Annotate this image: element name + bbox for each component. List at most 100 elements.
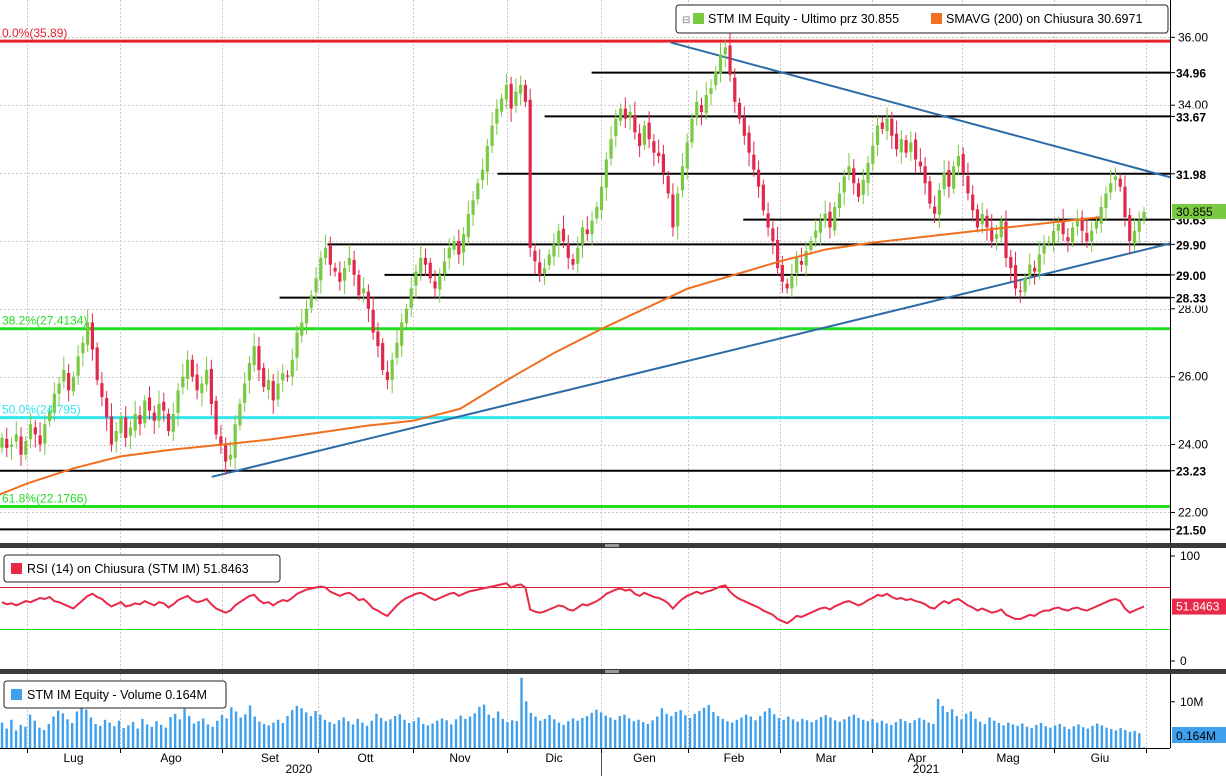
candle-body (490, 125, 494, 146)
candle-body (495, 108, 499, 124)
y-tick-label: 36.00 (1178, 30, 1208, 44)
candle-body (423, 257, 428, 265)
level-label-bg (1171, 462, 1226, 479)
level-label-bg (1171, 289, 1226, 306)
volume-bar (24, 726, 27, 748)
volume-bar (1053, 725, 1057, 748)
volume-bar (188, 716, 191, 748)
candle-body (119, 417, 123, 434)
volume-bar (1114, 730, 1118, 748)
candle-body (262, 367, 266, 387)
volume-bar (178, 719, 182, 748)
volume-bar (71, 723, 74, 748)
candle-body (923, 166, 927, 184)
candle-body (585, 229, 589, 235)
candle-body (956, 156, 961, 167)
volume-bar (576, 720, 579, 748)
volume-bar (286, 716, 289, 748)
volume-bar (431, 723, 434, 748)
candle-body (1137, 220, 1141, 232)
volume-bar (10, 719, 13, 748)
volume-bar (333, 723, 336, 748)
volume-bar (543, 718, 547, 748)
volume-bar (599, 712, 603, 748)
candle-body (604, 159, 608, 188)
candle-body (147, 397, 152, 411)
candle-body (718, 54, 723, 74)
volume-bar (904, 721, 907, 748)
candle-body (752, 154, 756, 170)
volume-bars (0, 677, 1146, 748)
volume-bar (398, 714, 402, 748)
volume-bar (1011, 724, 1015, 748)
volume-bar (14, 730, 18, 748)
level-label: 31.98 (1176, 168, 1206, 182)
volume-bar (28, 714, 32, 748)
volume-bar (61, 713, 65, 748)
volume-bar (1133, 730, 1136, 748)
candle-body (485, 145, 489, 172)
volume-bar (164, 727, 168, 748)
candle-body (86, 322, 90, 345)
collapse-icon[interactable]: ⊟ (682, 15, 690, 26)
volume-bar (281, 723, 285, 748)
candle-body (414, 271, 418, 286)
candle-body (990, 227, 994, 241)
last-price-tag: 30.855 (1172, 203, 1226, 219)
volume-bar (876, 722, 879, 748)
candle-body (419, 257, 423, 274)
volume-bar (974, 718, 977, 748)
candle-body (300, 322, 304, 336)
month-label: Feb (724, 751, 745, 765)
rsi-value-tag: 51.8463 (1172, 598, 1226, 615)
volume-bar (1128, 731, 1132, 748)
volume-bar (206, 724, 210, 748)
volume-bar (295, 705, 299, 748)
volume-bar (1138, 733, 1141, 748)
candle-body (385, 371, 390, 381)
volume-bar (833, 720, 837, 748)
volume-bar (759, 716, 762, 748)
volume-bar (267, 725, 270, 748)
candle-body (400, 322, 404, 346)
candle-body (952, 166, 956, 189)
candle-body (200, 383, 204, 394)
candle-body (457, 240, 461, 255)
price-legend-swatch (693, 13, 704, 24)
candle-body (676, 193, 680, 227)
candle-body (319, 257, 323, 281)
candle-body (295, 332, 299, 358)
candle-body (599, 186, 604, 211)
candle-body (471, 200, 475, 215)
volume-value-tag: 0.164M (1172, 727, 1226, 743)
candle-body (580, 227, 585, 245)
volume-bar (253, 716, 256, 748)
volume-bar (960, 719, 963, 748)
volume-bar (122, 728, 125, 748)
volume-bar (815, 719, 818, 748)
volume-bar (262, 723, 266, 748)
candle-body (243, 383, 247, 403)
volume-bar (1030, 728, 1033, 748)
candle-body (381, 343, 385, 370)
volume-bar (773, 714, 776, 748)
fib-label: 50.0%(24.795) (2, 403, 81, 417)
candle-body (309, 295, 313, 308)
candle-body (695, 101, 699, 117)
volume-bar (922, 719, 926, 748)
volume-bar (660, 708, 664, 748)
candle-body (228, 454, 232, 460)
candle-body (281, 373, 285, 381)
candle-body (33, 427, 37, 435)
volume-bar (482, 704, 486, 748)
candle-body (552, 244, 556, 257)
volume-bar (613, 719, 617, 748)
volume-bar (777, 717, 781, 748)
candle-body (0, 437, 4, 448)
candle-body (985, 215, 989, 228)
volume-bar (113, 726, 116, 748)
volume-bar (890, 724, 893, 748)
level-label: 29.00 (1176, 269, 1206, 283)
volume-bar (328, 722, 331, 748)
month-label: Ott (357, 751, 374, 765)
